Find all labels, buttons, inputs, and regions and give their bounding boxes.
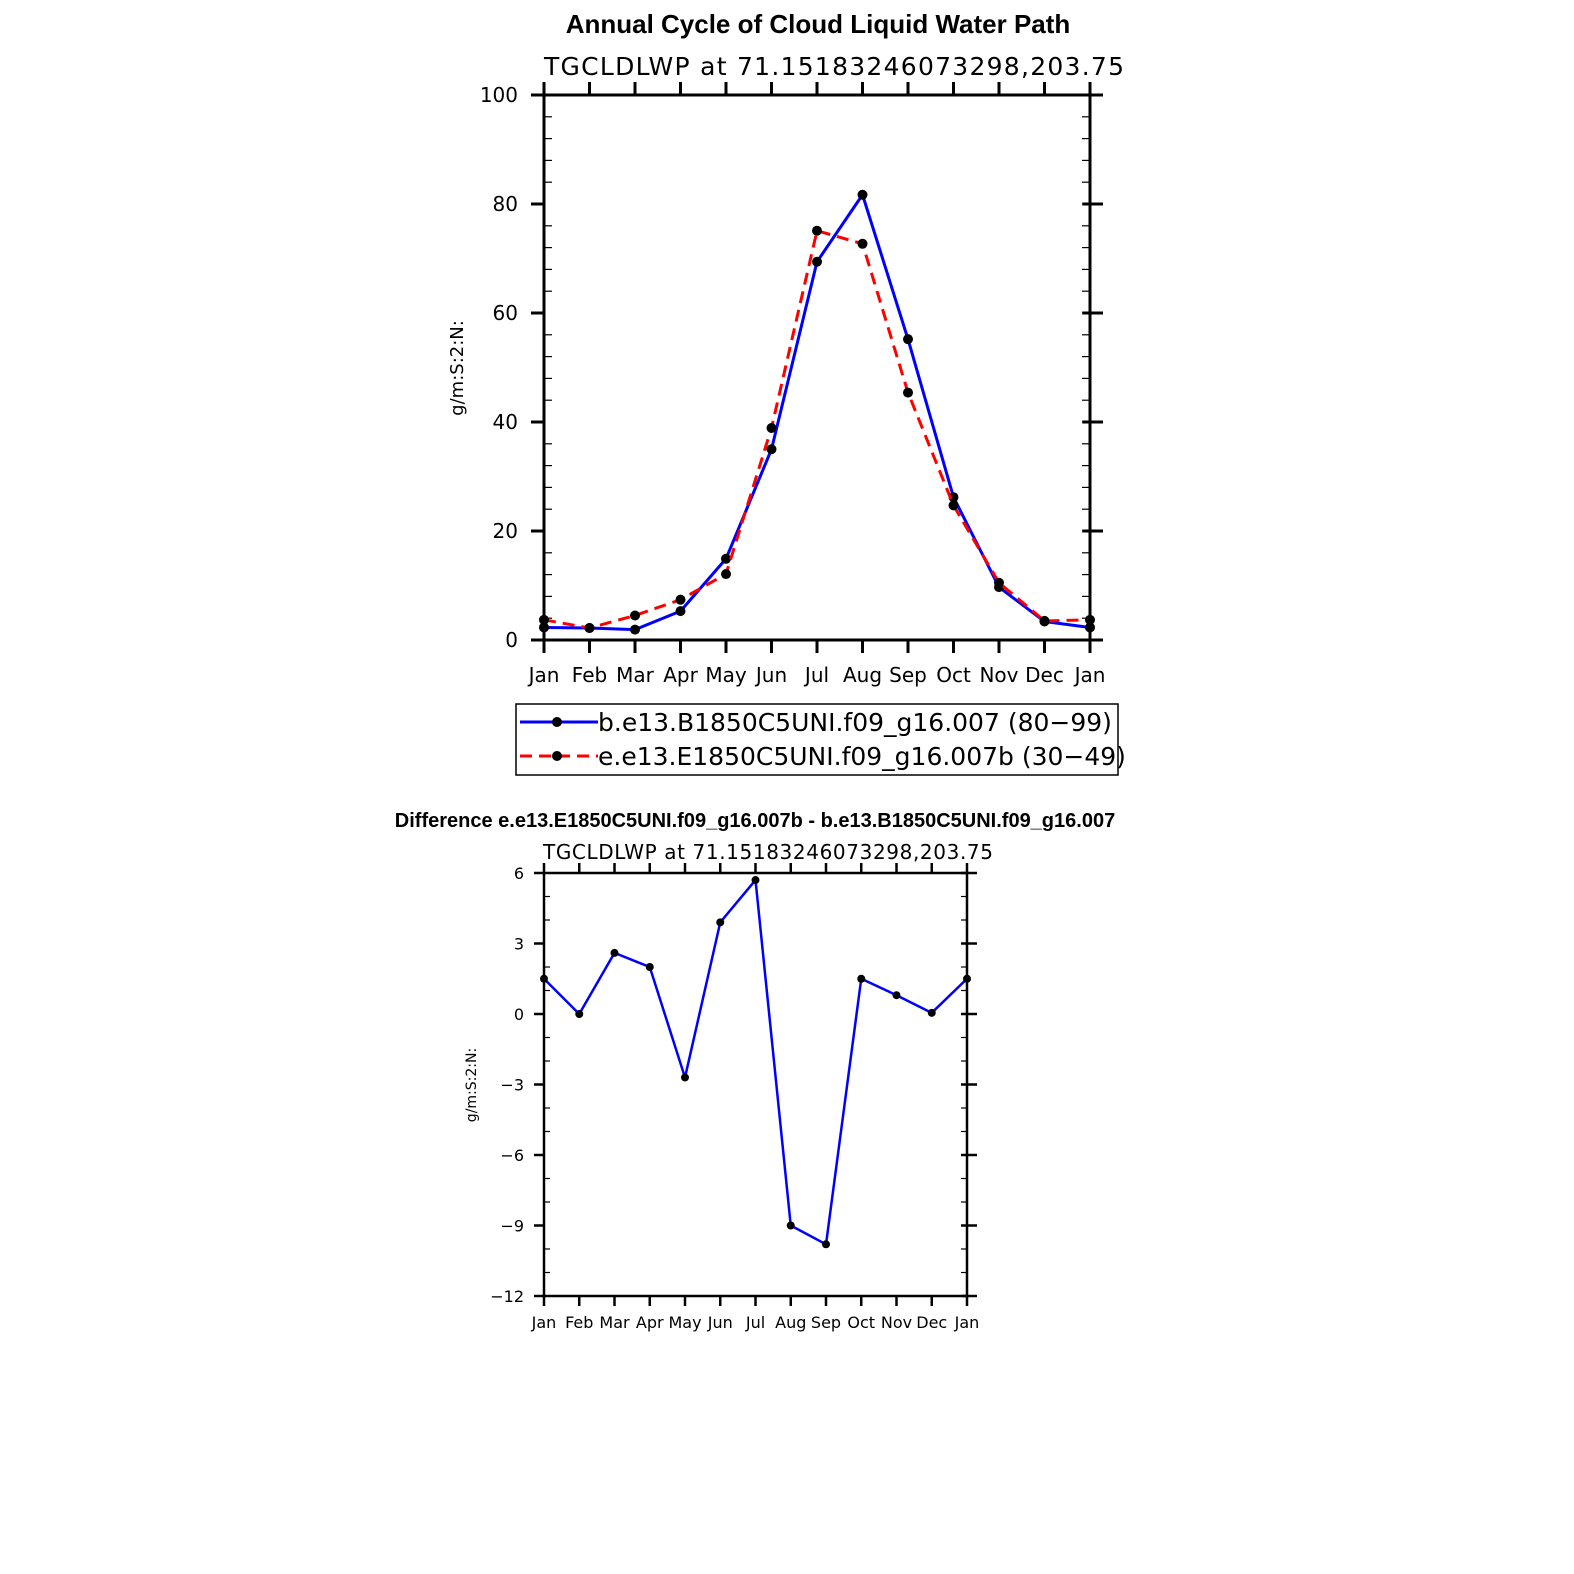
chart1-x-tick-label: Aug (843, 663, 882, 687)
chart1-series-1-point (857, 189, 868, 200)
chart1-plot-frame (542, 93, 1092, 642)
chart1-series-2-line (543, 229, 1091, 630)
chart2-x-tick-label: Apr (636, 1313, 664, 1332)
chart1-x-tick-label: Mar (616, 663, 655, 687)
chart1-y-tick-label: 100 (480, 83, 518, 107)
chart2-series-1-point (892, 991, 901, 1000)
chart2-x-tick-label: Jun (707, 1313, 733, 1332)
chart1-series-1-point (675, 606, 686, 617)
chart1-y-tick-label: 80 (493, 192, 518, 216)
chart2-x-tick-label: Mar (599, 1313, 630, 1332)
chart1-x-tick-label: Jan (1073, 663, 1106, 687)
chart1-series-2-point (584, 623, 595, 634)
legend-label-series-2: e.e13.E1850C5UNI.f09_g16.007b (30−49) (598, 742, 1126, 771)
chart1-x-tick-label: Jun (754, 663, 787, 687)
chart1-x-tick-label: Jan (527, 663, 560, 687)
chart1-series-1-point (903, 334, 913, 345)
chart2-x-tick-label: Aug (775, 1313, 806, 1332)
chart2-y-tick-label: 0 (514, 1005, 524, 1024)
chart1-series-2-point (1039, 615, 1050, 626)
chart2-series-1-point (610, 948, 619, 957)
chart1-series-1-point (630, 624, 640, 635)
chart1-x-tick-label: Oct (936, 663, 971, 687)
chart1-series-2-point (812, 225, 822, 236)
chart1-series-1-point (721, 553, 731, 564)
chart1-series-2-point (994, 577, 1004, 588)
chart2-series-1-point (822, 1240, 830, 1249)
chart2-y-tick-label: −12 (490, 1287, 524, 1306)
chart1-series-2-point (539, 614, 549, 625)
chart2-series-1-point (681, 1073, 689, 1082)
chart2-series-1-point (716, 918, 725, 927)
legend-box (515, 703, 1119, 776)
chart1-x-tick-label: Sep (889, 663, 927, 687)
chart2-series-1-point (963, 974, 971, 983)
chart1-x-tick-label: May (705, 663, 747, 687)
chart1-series-2-point (630, 610, 640, 621)
chart2-x-tick-label: Nov (881, 1313, 912, 1332)
chart2-x-tick-label: Oct (847, 1313, 875, 1332)
chart1-series-1-point (948, 492, 959, 503)
chart2-plot: Jan Feb Mar Apr May Jun Jul Aug Sep Oct Nov Dec Jan−… (490, 863, 979, 1332)
chart1-x-tick-label: Jul (803, 663, 829, 687)
chart1-title: Annual Cycle of Cloud Liquid Water Path (566, 9, 1071, 39)
chart1-series-2-point (721, 569, 731, 580)
chart1-plot: Jan Feb Mar Apr May Jun Jul Aug Sep Oct Nov Dec Jan 0… (480, 82, 1106, 687)
chart2-y-tick-label: 6 (514, 864, 524, 883)
chart1-x-tick-label: Feb (572, 663, 607, 687)
chart1-x-tick-label: Dec (1025, 663, 1064, 687)
legend-marker-series-1 (552, 717, 562, 727)
chart1-y-tick-label: 20 (493, 519, 518, 543)
chart1-series-1-point (1085, 622, 1095, 633)
chart2-x-tick-label: Jul (745, 1313, 765, 1332)
legend-label-series-1: b.e13.B1850C5UNI.f09_g16.007 (80−99) (598, 708, 1112, 737)
chart1-series-1-point (539, 622, 549, 633)
chart1-series-2-point (948, 500, 959, 511)
chart1-series-1-point (812, 256, 822, 267)
chart1-legend: b.e13.B1850C5UNI.f09_g16.007 (80−99) e.e… (515, 703, 1126, 776)
chart1-series-2-point (766, 422, 777, 433)
chart2-x-tick-label: Sep (811, 1313, 841, 1332)
chart1-x-tick-label: Nov (979, 663, 1018, 687)
chart2-y-tick-label: −6 (500, 1146, 524, 1165)
chart2-series-1-point (575, 1010, 584, 1018)
chart1-series-2-point (1085, 614, 1095, 625)
chart2-series-1-point (786, 1221, 795, 1230)
chart1-y-tick-label: 40 (493, 410, 518, 434)
chart2-x-tick-label: Jan (531, 1313, 557, 1332)
chart2-series-1-point (927, 1008, 936, 1017)
chart2-subtitle: TGCLDLWP at 71.15183246073298,203.75 (542, 840, 993, 864)
chart1-y-axis-label: g/m:S:2:N: (447, 320, 468, 416)
chart1-subtitle: TGCLDLWP at 71.15183246073298,203.75 (543, 52, 1124, 81)
chart2-series-1-point (751, 876, 760, 885)
chart2-series-1-point (857, 974, 866, 983)
chart2-x-tick-label: Dec (916, 1313, 947, 1332)
chart1-series-2-point (857, 238, 868, 249)
legend-marker-series-2 (552, 751, 562, 761)
chart2-y-tick-label: −3 (500, 1075, 524, 1094)
chart2-x-tick-label: Jan (954, 1313, 980, 1332)
chart1-series-2-point (903, 387, 913, 398)
chart2-title: Difference e.e13.E1850C5UNI.f09_g16.007b… (395, 810, 1115, 832)
chart1-series-2-point (675, 594, 686, 605)
chart1-series-1-point (766, 444, 777, 455)
chart2-y-tick-label: −9 (500, 1216, 524, 1235)
chart1-y-tick-label: 60 (493, 301, 518, 325)
chart2-series-1-line (543, 878, 968, 1246)
chart2-series-1-point (540, 974, 548, 983)
chart1-x-tick-label: Apr (663, 663, 698, 687)
chart2-x-tick-label: May (668, 1313, 701, 1332)
chart2-plot-frame (542, 871, 969, 1298)
chart2-y-axis-label: g/m:S:2:N: (464, 1048, 480, 1122)
chart2-y-tick-label: 3 (514, 934, 524, 953)
chart2-x-tick-label: Feb (565, 1313, 593, 1332)
chart1-y-tick-label: 0 (505, 628, 518, 652)
chart2-series-1-point (645, 963, 654, 971)
